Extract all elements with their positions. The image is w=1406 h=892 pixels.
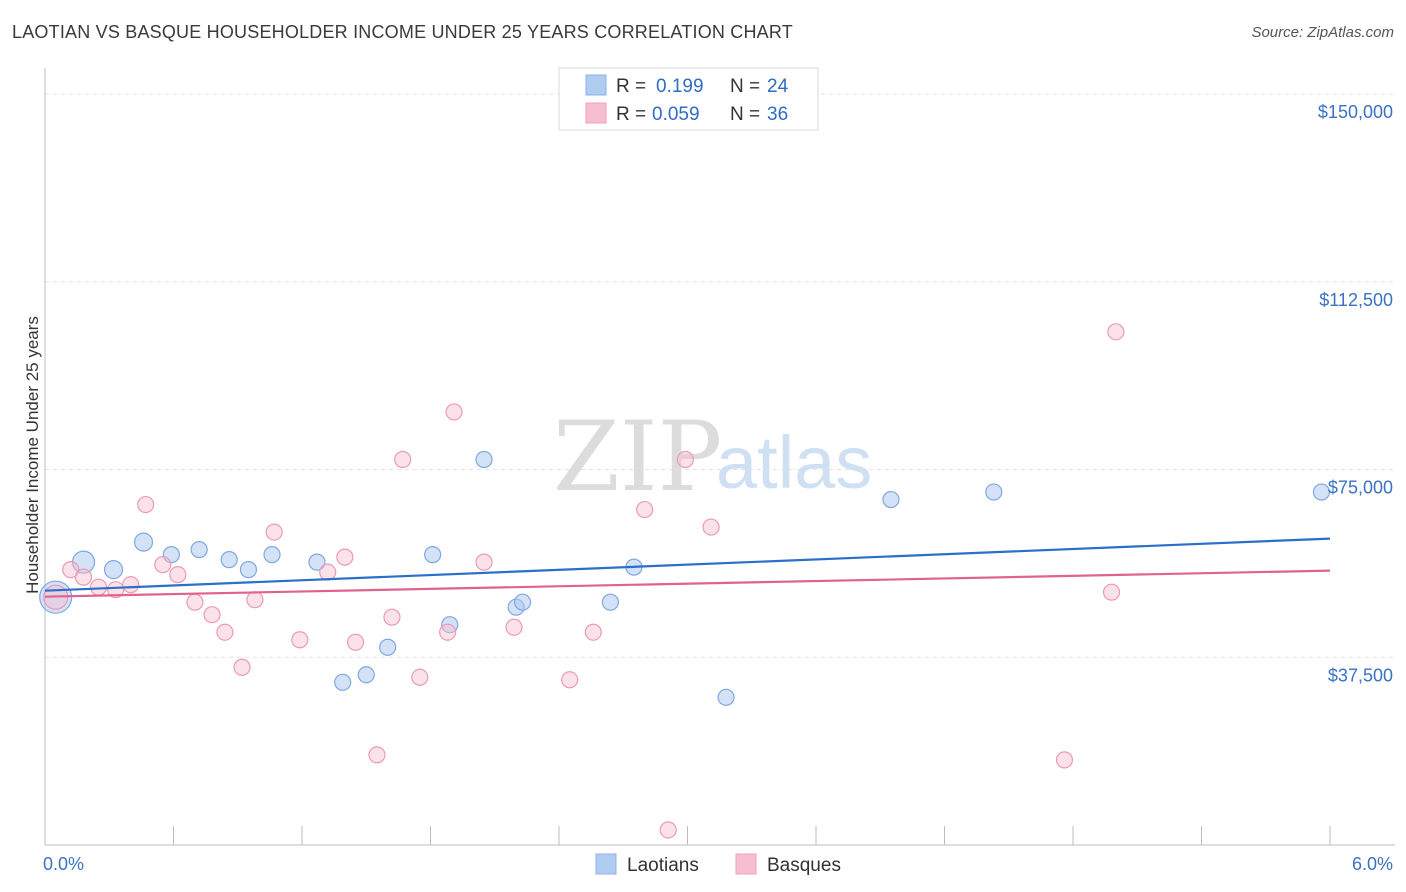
laotian-point-23 xyxy=(1312,483,1331,501)
laotian-point-22 xyxy=(985,483,1003,501)
basque-point-12 xyxy=(233,658,251,676)
basque-point-32 xyxy=(702,518,720,536)
basque-point-1 xyxy=(62,561,80,579)
basque-point-13 xyxy=(246,591,264,609)
watermark: ZIP atlas xyxy=(553,401,872,513)
bottom-legend-swatch-laotians xyxy=(595,853,617,875)
basque-point-7 xyxy=(154,556,172,574)
basque-point-35 xyxy=(1107,323,1125,341)
basque-point-9 xyxy=(186,593,204,611)
basque-point-15 xyxy=(291,631,309,649)
basque-point-6 xyxy=(137,495,155,514)
basque-point-14 xyxy=(265,523,283,541)
laotian-point-13 xyxy=(424,546,442,564)
legend-r-label-1: R = xyxy=(616,76,646,97)
watermark-atlas: atlas xyxy=(716,421,872,504)
laotian-point-10 xyxy=(334,673,352,691)
basque-point-34 xyxy=(1102,583,1121,601)
x-tick-labels: 0.0% 6.0% xyxy=(43,854,1393,874)
laotian-point-5 xyxy=(190,541,208,559)
basque-point-30 xyxy=(659,821,677,839)
laotian-point-12 xyxy=(379,638,397,656)
laotian-point-9 xyxy=(308,553,326,571)
y-tick-labels: $37,500 $75,000 $112,500 $150,000 xyxy=(1318,102,1393,685)
laotian-point-17 xyxy=(513,593,532,611)
legend-swatch-basques xyxy=(585,102,607,124)
basque-point-16 xyxy=(319,563,337,581)
laotian-point-2 xyxy=(103,560,124,580)
basque-point-21 xyxy=(394,450,412,469)
y-tick-label-0: $37,500 xyxy=(1328,665,1393,685)
bottom-legend-swatch-basques xyxy=(735,853,757,875)
basque-point-28 xyxy=(584,623,602,641)
stats-legend: R = 0.199 N = 24 R = 0.059 N = 36 xyxy=(558,67,819,131)
y-tick-label-3: $150,000 xyxy=(1318,102,1393,122)
basque-point-20 xyxy=(383,608,401,626)
laotian-point-3 xyxy=(133,532,154,552)
legend-swatch-laotians xyxy=(585,74,607,96)
basque-point-10 xyxy=(203,606,221,624)
laotian-point-18 xyxy=(601,593,620,611)
laotian-point-21 xyxy=(882,490,900,509)
x-tick-label-1: 6.0% xyxy=(1352,854,1393,874)
basque-point-27 xyxy=(561,671,579,689)
laotian-point-6 xyxy=(220,551,238,569)
basque-point-18 xyxy=(346,633,365,651)
data-points xyxy=(39,323,1331,839)
basque-point-8 xyxy=(169,566,187,584)
basque-point-24 xyxy=(445,403,463,421)
basque-point-17 xyxy=(336,548,354,566)
series-legend: Laotians Basques xyxy=(595,853,841,876)
legend-n-value-2: 36 xyxy=(767,104,788,125)
laotian-point-7 xyxy=(239,561,258,579)
watermark-zip: ZIP xyxy=(553,401,722,513)
trend-lines xyxy=(44,537,1331,598)
basque-point-2 xyxy=(74,568,93,586)
basque-point-31 xyxy=(676,450,694,469)
basque-point-26 xyxy=(505,618,523,636)
y-tick-label-2: $112,500 xyxy=(1319,290,1393,310)
y-tick-label-1: $75,000 xyxy=(1328,478,1393,498)
basque-point-3 xyxy=(89,578,108,596)
axes xyxy=(44,68,1395,846)
bottom-legend-label-laotians: Laotians xyxy=(627,855,699,876)
chart-title: LAOTIAN VS BASQUE HOUSEHOLDER INCOME UND… xyxy=(12,22,793,42)
basque-point-11 xyxy=(216,623,234,641)
laotian-point-11 xyxy=(357,666,375,684)
basque-point-23 xyxy=(439,623,457,641)
basque-point-22 xyxy=(411,668,429,686)
laotian-point-20 xyxy=(717,688,735,706)
y-axis-title: Householder Income Under 25 years xyxy=(23,316,42,594)
legend-r-value-1: 0.199 xyxy=(656,76,704,97)
laotian-point-8 xyxy=(263,546,281,564)
basque-point-5 xyxy=(122,576,140,594)
basque-point-19 xyxy=(368,746,386,764)
legend-n-label-1: N = xyxy=(730,76,760,97)
legend-n-value-1: 24 xyxy=(767,76,789,97)
laotian-point-15 xyxy=(475,450,493,469)
legend-r-value-2: 0.059 xyxy=(652,104,700,125)
basque-point-25 xyxy=(475,553,493,571)
x-tick-label-0: 0.0% xyxy=(43,854,84,874)
laotian-trend-line xyxy=(44,537,1331,592)
basque-point-33 xyxy=(1055,751,1074,769)
basque-point-29 xyxy=(636,500,654,519)
legend-r-label-2: R = xyxy=(616,104,646,125)
basque-trend-line xyxy=(44,569,1331,598)
bottom-legend-label-basques: Basques xyxy=(767,855,841,876)
legend-n-label-2: N = xyxy=(730,104,760,125)
source-credit: Source: ZipAtlas.com xyxy=(1251,24,1394,41)
